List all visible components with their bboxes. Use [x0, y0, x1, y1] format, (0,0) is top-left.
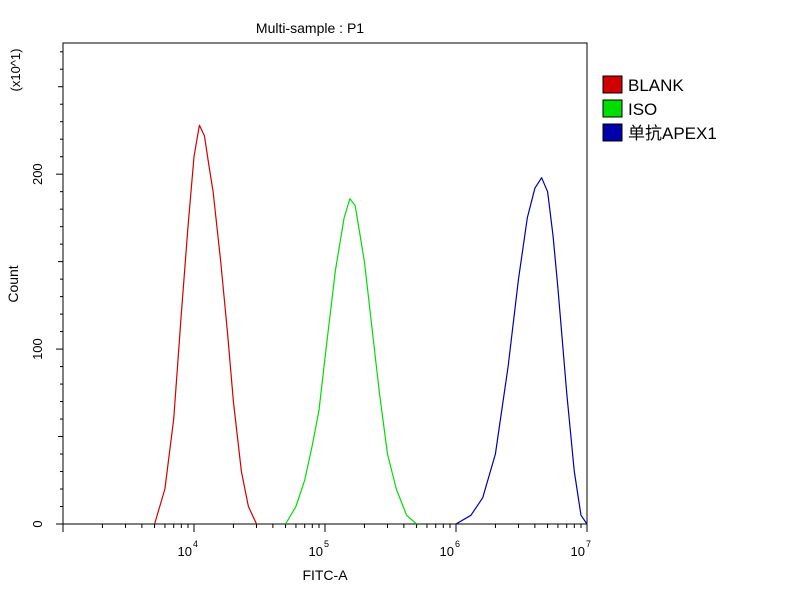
x-tick-base: 10: [571, 544, 585, 559]
legend-label: 单抗APEX1: [628, 124, 717, 143]
y-tick-label: 100: [30, 338, 45, 360]
legend-label: ISO: [628, 100, 657, 119]
x-tick-label: 10 5: [309, 539, 329, 559]
x-tick-base: 10: [309, 544, 323, 559]
legend-swatch: [602, 123, 623, 142]
x-tick-exponent: 5: [324, 539, 329, 549]
x-tick-label: 10 7: [571, 539, 591, 559]
legend-item: ISO: [602, 99, 657, 119]
x-axis: 10 4 10 5 10 6 10 7: [62, 524, 591, 559]
series-line: [285, 198, 417, 525]
x-tick-exponent: 7: [586, 539, 591, 549]
y-axis: 0 100 200: [30, 51, 63, 528]
x-axis-title: FITC-A: [302, 567, 348, 583]
legend-swatch: [602, 99, 623, 118]
legend-item: BLANK: [602, 75, 684, 95]
series-line: [154, 124, 258, 525]
x-tick-base: 10: [440, 544, 454, 559]
legend-swatch: [602, 75, 623, 94]
x-tick-label: 10 6: [440, 539, 460, 559]
series-line: [455, 177, 588, 525]
legend-label: BLANK: [628, 76, 684, 95]
legend-item: 单抗APEX1: [602, 123, 717, 143]
y-tick-label: 0: [30, 520, 45, 527]
x-tick-base: 10: [178, 544, 192, 559]
y-axis-title: Count: [5, 265, 21, 302]
y-tick-label: 200: [30, 163, 45, 185]
legend: BLANK ISO 单抗APEX1: [602, 75, 717, 143]
series-layer: [154, 124, 588, 525]
plot-frame: [62, 42, 588, 525]
chart-title: Multi-sample : P1: [256, 20, 364, 36]
x-tick-label: 10 4: [178, 539, 198, 559]
x-tick-exponent: 4: [193, 539, 198, 549]
x-tick-exponent: 6: [455, 539, 460, 549]
y-multiplier-label: (x10^1): [8, 49, 23, 92]
